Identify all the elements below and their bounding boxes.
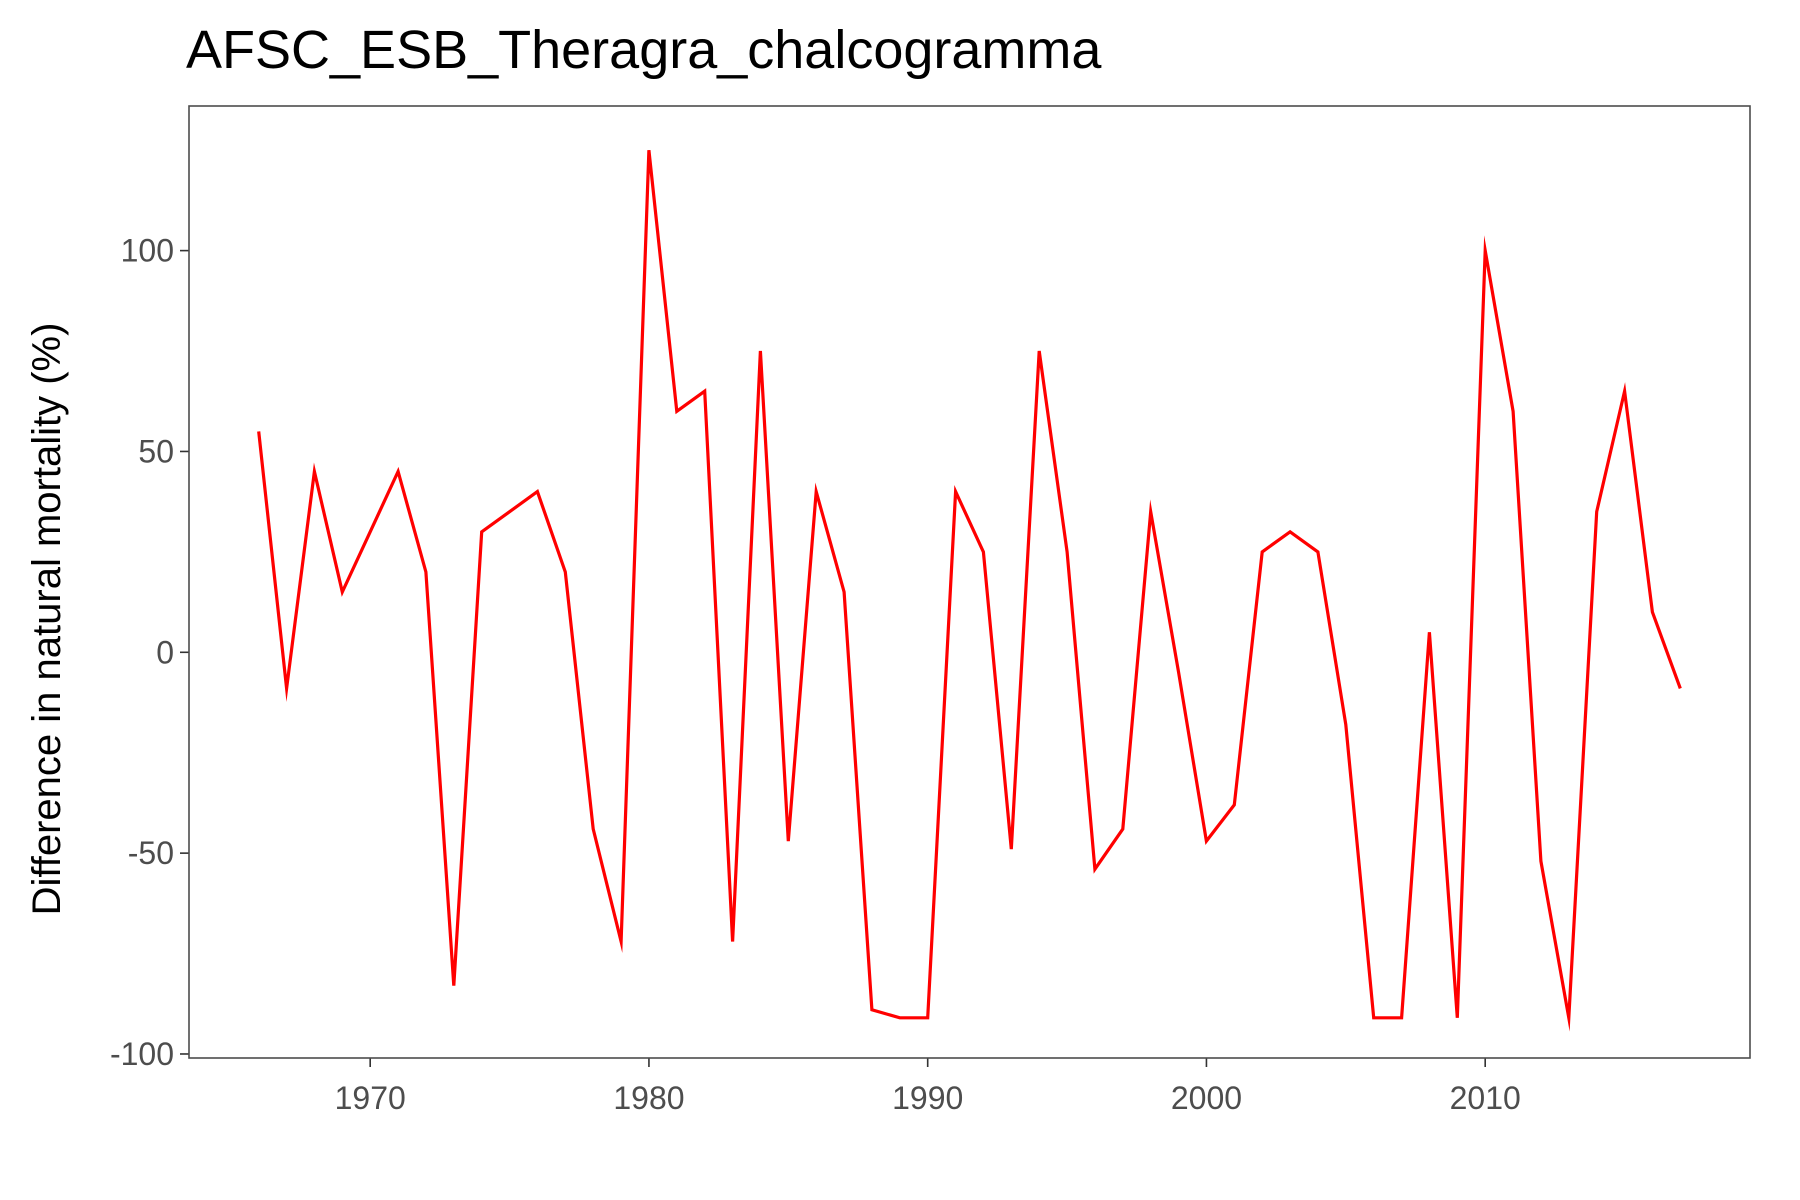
y-tick-label: -100 [110,1036,174,1072]
y-tick-label: 50 [138,433,174,469]
y-tick-label: 0 [156,634,174,670]
x-tick-label: 2010 [1450,1080,1521,1116]
plot-panel-border [188,105,1751,1059]
y-tick-label: 100 [121,233,174,269]
x-tick-label: 1970 [335,1080,406,1116]
x-tick-label: 1990 [892,1080,963,1116]
y-axis: -100 -50 0 50 100 [110,233,189,1072]
x-axis: 1970 1980 1990 2000 2010 [335,1058,1521,1116]
x-tick-label: 2000 [1171,1080,1242,1116]
x-tick-label: 1980 [613,1080,684,1116]
series-line [257,150,1682,1032]
y-tick-label: -50 [128,835,174,871]
y-axis-title: Difference in natural mortality (%) [25,323,69,916]
series-layer [257,150,1682,1032]
chart-title: AFSC_ESB_Theragra_chalcogramma [186,20,1102,80]
